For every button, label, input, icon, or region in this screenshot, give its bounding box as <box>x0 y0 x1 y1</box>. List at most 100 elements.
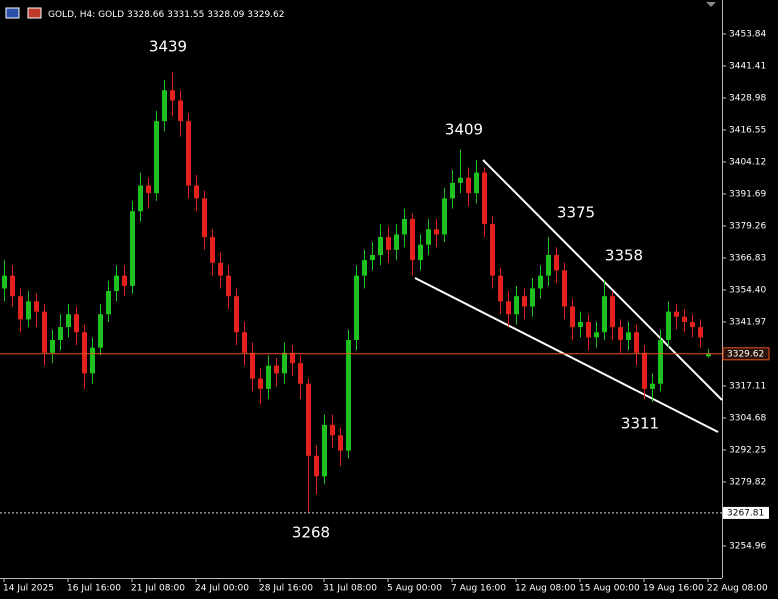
y-tick-label: 3254.96 <box>729 542 766 552</box>
x-tick-label: 21 Jul 08:00 <box>131 584 185 594</box>
candle-body <box>466 177 471 194</box>
scroll-marker[interactable] <box>706 2 716 7</box>
candle-body <box>642 352 647 389</box>
candle-body <box>650 383 655 389</box>
candle-body <box>34 301 39 312</box>
candle-body <box>274 365 279 374</box>
price-annotation: 3375 <box>557 204 595 222</box>
candle-body <box>162 90 167 122</box>
candle-body <box>458 177 463 183</box>
candle-body <box>498 275 503 302</box>
x-tick-label: 24 Jul 00:00 <box>195 584 249 594</box>
candle-body <box>298 363 303 384</box>
candle-body <box>178 100 183 122</box>
icon-b <box>27 7 42 19</box>
candle-body <box>482 172 487 225</box>
candle-body <box>450 182 455 199</box>
y-tick-label: 3441.41 <box>729 62 766 72</box>
candle-body <box>618 327 623 340</box>
price-annotation: 3439 <box>149 38 187 56</box>
candle-body <box>146 185 151 194</box>
candle-body <box>106 291 111 315</box>
candle-body <box>698 327 703 338</box>
candle-body <box>658 339 663 384</box>
candle-body <box>186 121 191 186</box>
candle-body <box>218 262 223 276</box>
candle-body <box>418 244 423 261</box>
candle-body <box>210 236 215 263</box>
y-tick-label: 3292.25 <box>729 446 766 456</box>
candle-body <box>386 236 391 250</box>
current-price-label: 3329.62 <box>727 349 764 359</box>
candle-body <box>122 275 127 286</box>
price-annotation: 3311 <box>621 415 659 433</box>
candle-body <box>546 254 551 276</box>
candle-body <box>442 198 447 235</box>
current-price-box <box>722 347 770 361</box>
candle-body <box>506 301 511 315</box>
candle-body <box>66 314 71 328</box>
candle-body <box>674 311 679 317</box>
candle-body <box>90 347 95 374</box>
header: GOLD, H4: GOLD 3328.66 3331.55 3328.09 3… <box>48 10 285 20</box>
y-tick-label: 3379.26 <box>729 222 766 232</box>
candle-body <box>170 90 175 101</box>
candle-body <box>586 321 591 338</box>
candle-body <box>562 270 567 307</box>
candle-body <box>666 311 671 340</box>
candle-body <box>538 275 543 289</box>
candle-body <box>370 254 375 261</box>
candle-body <box>522 296 527 307</box>
menu-icon[interactable] <box>5 7 42 19</box>
candle-body <box>130 211 135 286</box>
candles <box>2 72 711 513</box>
candle-body <box>194 185 199 199</box>
icon-a <box>5 7 20 19</box>
trendline-upper <box>482 159 723 401</box>
candle-body <box>226 275 231 297</box>
candle-body <box>282 352 287 374</box>
price-annotation: 3358 <box>605 247 643 265</box>
candle-body <box>410 218 415 261</box>
candle-body <box>26 301 31 320</box>
x-tick-label: 19 Aug 16:00 <box>643 584 704 594</box>
candle-body <box>338 435 343 451</box>
candle-body <box>258 378 263 389</box>
candle-body <box>554 254 559 271</box>
level-label: 3267.81 <box>727 508 764 518</box>
candle-body <box>346 339 351 451</box>
x-tick-label: 16 Jul 16:00 <box>67 584 121 594</box>
symbol: GOLD, H4: GOLD <box>48 10 124 20</box>
candle-body <box>690 321 695 328</box>
candle-body <box>18 296 23 320</box>
price-annotation: 3409 <box>445 121 483 139</box>
x-tick-label: 5 Aug 00:00 <box>387 584 442 594</box>
y-tick-label: 3279.82 <box>729 478 766 488</box>
y-tick-label: 3416.55 <box>729 126 766 136</box>
candle-body <box>234 296 239 333</box>
y-tick-label: 3453.84 <box>729 30 766 40</box>
candle-body <box>426 229 431 245</box>
x-tick-label: 15 Aug 00:00 <box>579 584 640 594</box>
y-tick-label: 3391.69 <box>729 190 766 200</box>
candle-body <box>82 332 87 374</box>
x-tick-label: 14 Jul 2025 <box>3 584 54 594</box>
candle-body <box>202 198 207 237</box>
candle-body <box>74 314 79 333</box>
candle-body <box>242 332 247 353</box>
candle-body <box>634 332 639 353</box>
x-tick-label: 28 Jul 16:00 <box>259 584 313 594</box>
candle-body <box>682 316 687 322</box>
ohlc-close: 3329.62 <box>247 10 284 20</box>
candle-body <box>58 327 63 340</box>
candle-body <box>402 218 407 235</box>
candle-body <box>138 185 143 212</box>
x-tick-label: 7 Aug 16:00 <box>451 584 506 594</box>
level-label-box <box>723 506 769 519</box>
candle-body <box>378 236 383 255</box>
y-tick-label: 3317.11 <box>729 382 766 392</box>
candle-body <box>474 172 479 194</box>
candle-body <box>570 306 575 328</box>
